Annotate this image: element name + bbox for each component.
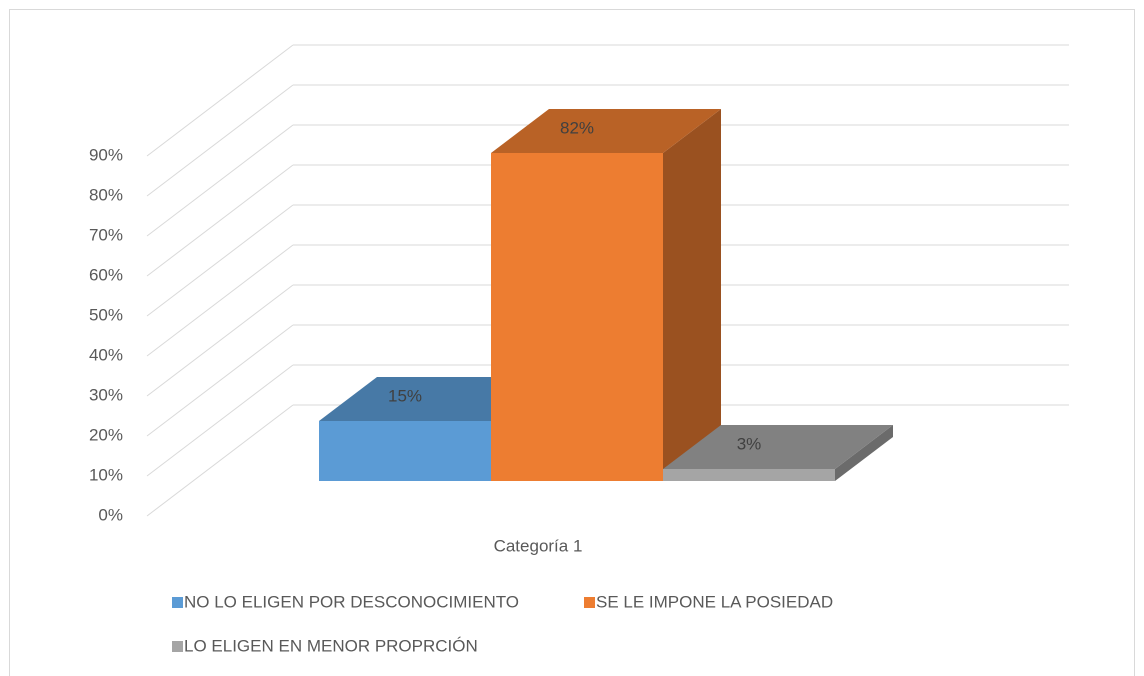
data-label: 3% bbox=[737, 434, 762, 453]
y-tick-label: 20% bbox=[89, 425, 123, 444]
grid-line bbox=[146, 84, 294, 197]
x-tick-label: Categoría 1 bbox=[494, 536, 583, 555]
grid-line bbox=[146, 404, 294, 517]
grid-line bbox=[146, 204, 294, 317]
grid-line bbox=[146, 244, 294, 357]
y-tick-label: 50% bbox=[89, 305, 123, 324]
y-tick-label: 70% bbox=[89, 225, 123, 244]
legend-label: NO LO ELIGEN POR DESCONOCIMIENTO bbox=[184, 592, 519, 611]
y-tick-label: 90% bbox=[89, 145, 123, 164]
legend-label: SE LE IMPONE LA POSIEDAD bbox=[596, 592, 833, 611]
bar bbox=[491, 153, 663, 481]
bar-top bbox=[491, 109, 721, 153]
legend-label: LO ELIGEN EN MENOR PROPRCIÓN bbox=[184, 636, 478, 655]
bar bbox=[319, 421, 491, 481]
grid-line bbox=[146, 364, 294, 477]
legend-swatch bbox=[172, 641, 183, 652]
data-label: 15% bbox=[388, 386, 422, 405]
y-tick-label: 0% bbox=[98, 505, 123, 524]
y-tick-label: 40% bbox=[89, 345, 123, 364]
grid-line bbox=[146, 124, 294, 237]
bar-top bbox=[663, 425, 893, 469]
legend-swatch bbox=[172, 597, 183, 608]
grid-line bbox=[146, 284, 294, 397]
data-label: 82% bbox=[560, 118, 594, 137]
y-tick-label: 30% bbox=[89, 385, 123, 404]
grid-line bbox=[146, 164, 294, 277]
y-tick-label: 60% bbox=[89, 265, 123, 284]
grid-line bbox=[146, 324, 294, 437]
bar-side bbox=[663, 109, 721, 481]
y-tick-label: 10% bbox=[89, 465, 123, 484]
bar-side bbox=[835, 425, 893, 481]
y-tick-label: 80% bbox=[89, 185, 123, 204]
legend-swatch bbox=[584, 597, 595, 608]
bar bbox=[663, 469, 835, 481]
chart-border bbox=[9, 9, 1135, 676]
grid-line bbox=[146, 44, 294, 157]
